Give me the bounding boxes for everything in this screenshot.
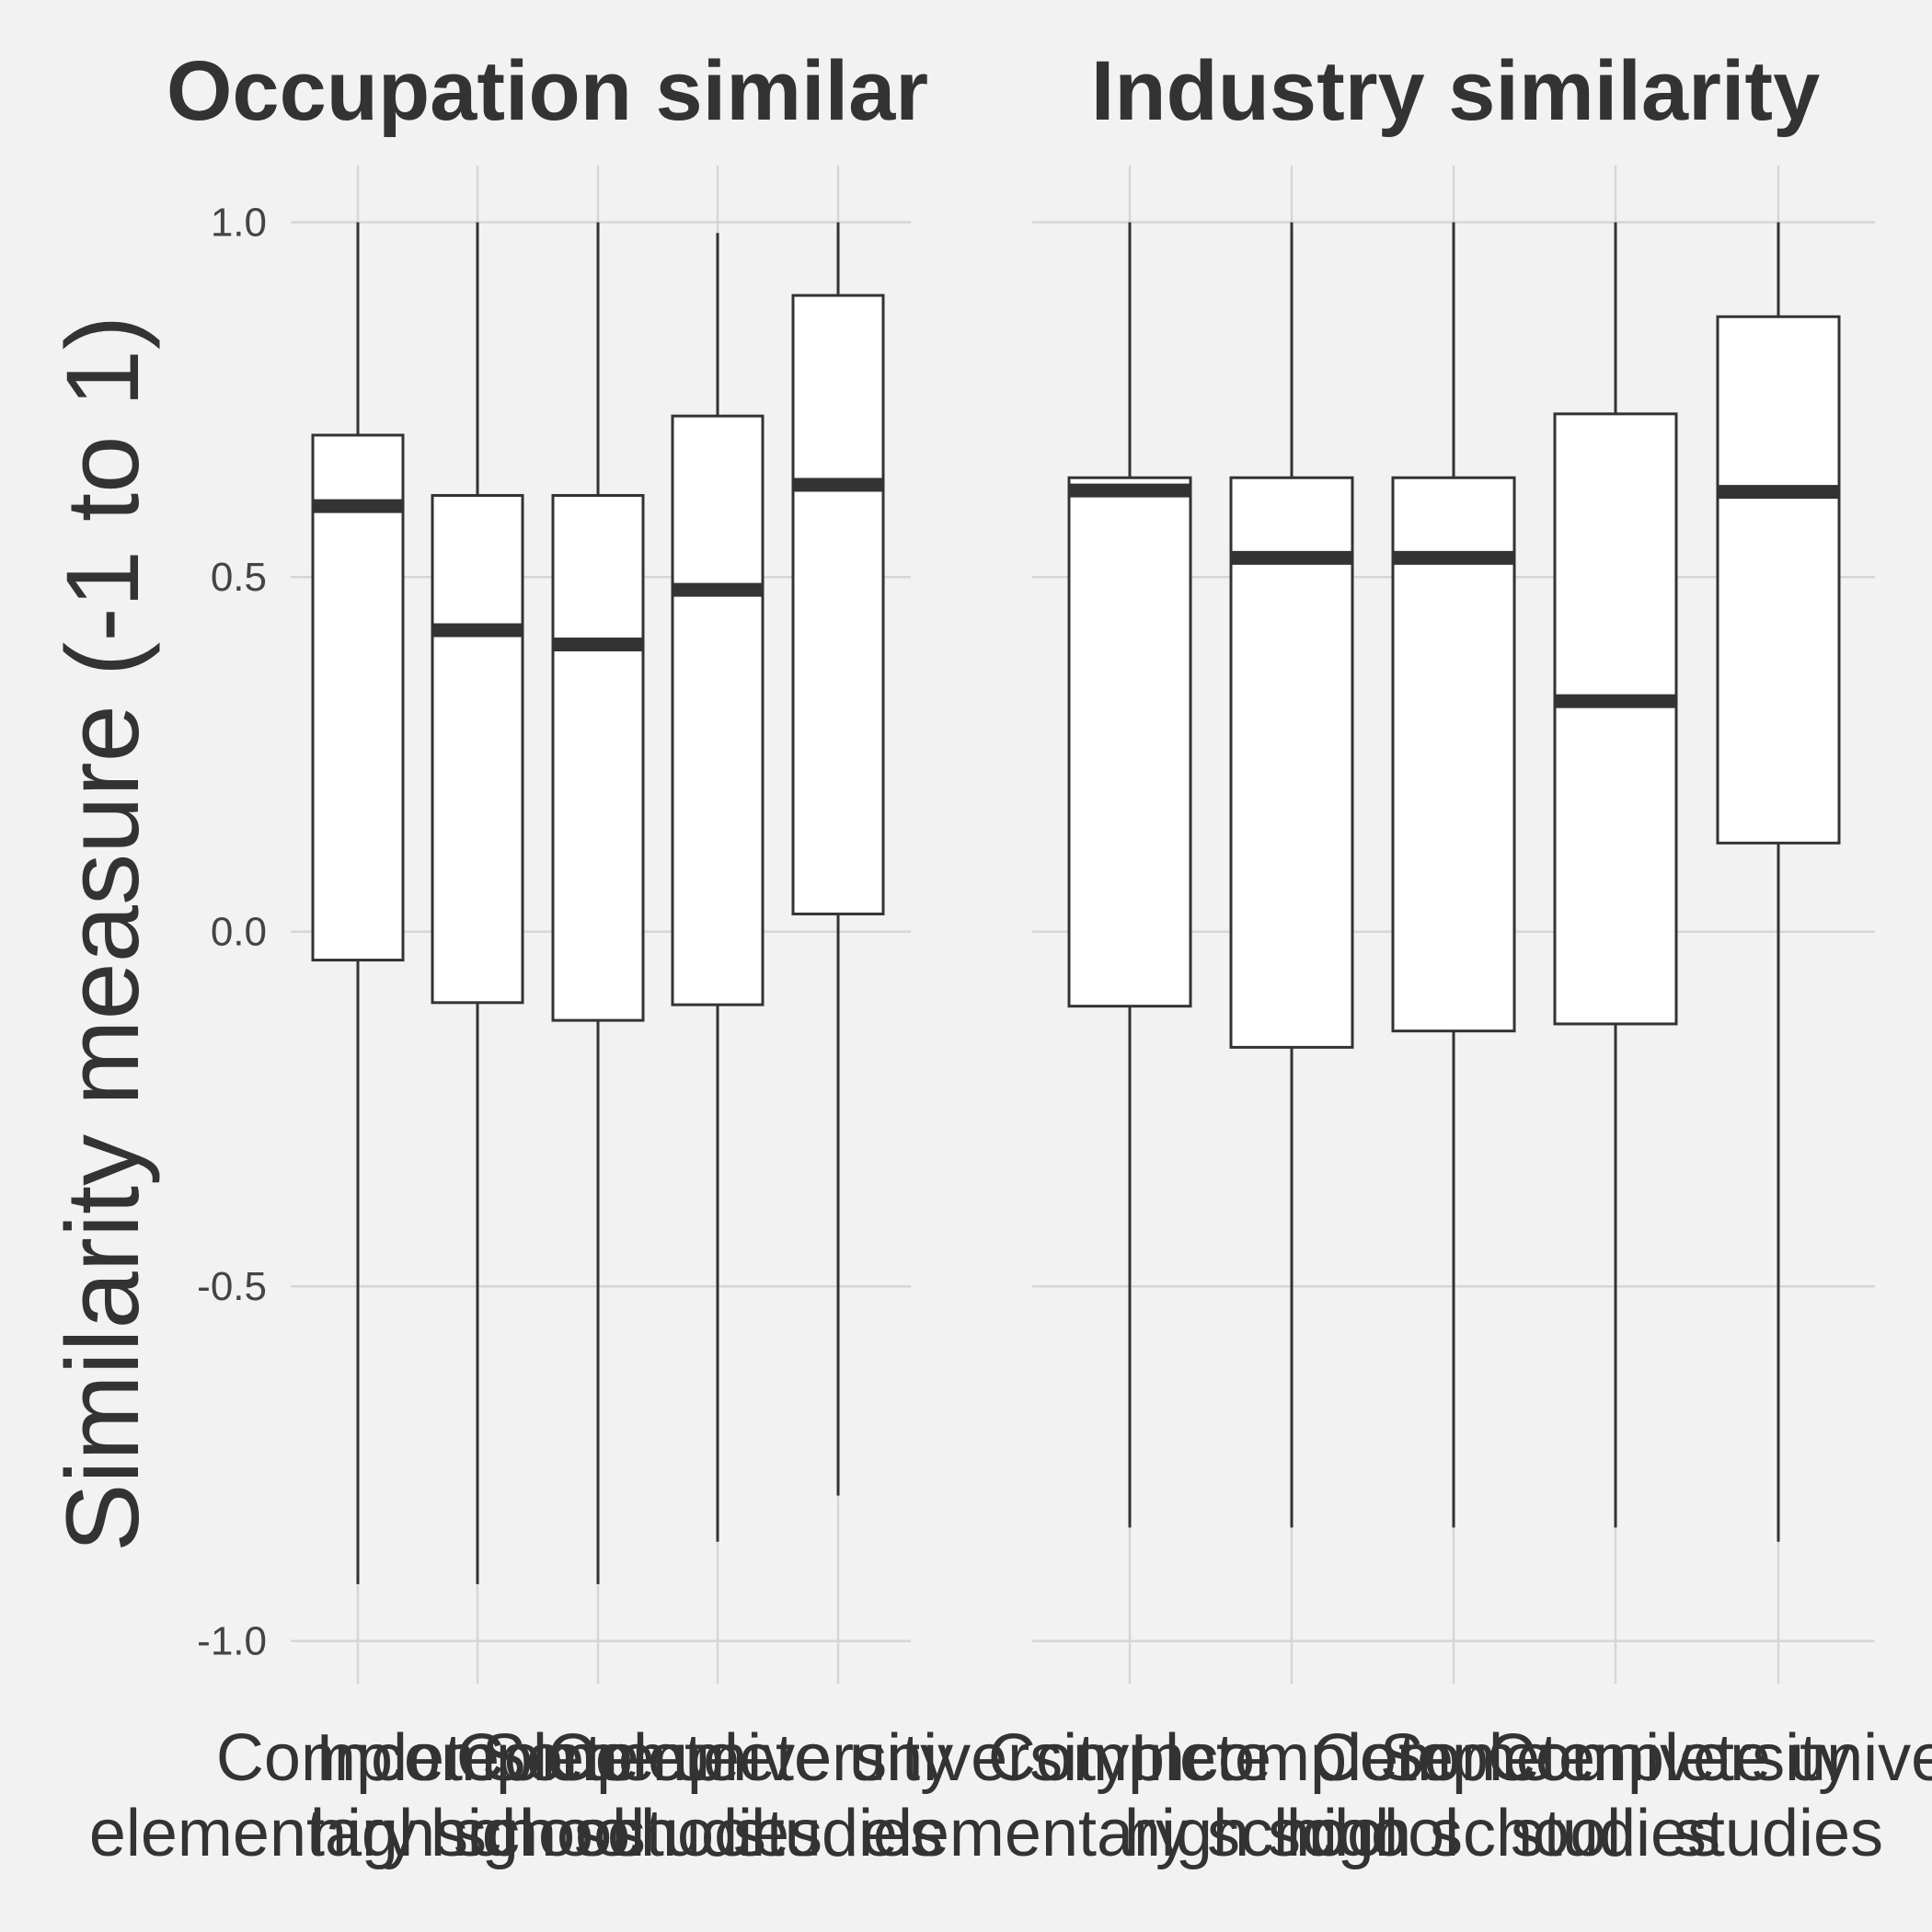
box-layer [311, 222, 1841, 1585]
box-body [1553, 412, 1678, 1026]
panel-title-1: Industry similarity [1091, 44, 1820, 138]
text-layer: Occupation similar Complete elementary sch… [89, 44, 1932, 1870]
y-tick-label-1: -0.5 [197, 1264, 267, 1309]
box-body [311, 433, 405, 962]
x-tick-label-0-2: Complete high school [431, 1721, 765, 1870]
panel-title-0: Occupation similar [167, 44, 928, 138]
box-1-4 [1716, 222, 1841, 1542]
box-body [791, 293, 885, 915]
box-1-1 [1229, 222, 1354, 1528]
box-body [1716, 315, 1841, 845]
y-tick-label-4: 1.0 [211, 201, 267, 246]
box-body [1067, 476, 1192, 1008]
x-tick-label-0-3: Some university studies [482, 1721, 953, 1870]
box-1-2 [1391, 222, 1516, 1528]
x-tick-label-1-1: Incomplete high school [1124, 1721, 1459, 1870]
x-tick-label-1-0: Complete elementary school [861, 1721, 1398, 1870]
y-axis-title: Similarity measure (-1 to 1) [45, 316, 160, 1552]
box-0-0 [311, 222, 405, 1585]
box-body [1391, 476, 1516, 1033]
box-0-3 [671, 233, 765, 1542]
box-0-1 [431, 222, 524, 1585]
x-tick-label-1-2: Complete high school [1286, 1721, 1621, 1870]
x-tick-label-1-3: Some university studies [1380, 1721, 1851, 1870]
box-body [431, 494, 524, 1005]
box-body [1229, 476, 1354, 1049]
x-tick-label-0-0: Complete elementary school [89, 1721, 627, 1870]
box-body [551, 494, 645, 1022]
y-tick-label-3: 0.5 [211, 555, 267, 600]
box-1-3 [1553, 222, 1678, 1528]
box-0-2 [551, 222, 645, 1585]
box-1-0 [1067, 222, 1192, 1528]
x-tick-label-0-1: Incomplete high school [310, 1721, 645, 1870]
y-tick-label-0: -1.0 [197, 1619, 267, 1664]
y-tick-label-2: 0.0 [211, 910, 267, 955]
box-body [671, 414, 765, 1006]
box-0-4 [791, 222, 885, 1496]
x-tick-label-0-4: Complete university studies [547, 1721, 1129, 1870]
